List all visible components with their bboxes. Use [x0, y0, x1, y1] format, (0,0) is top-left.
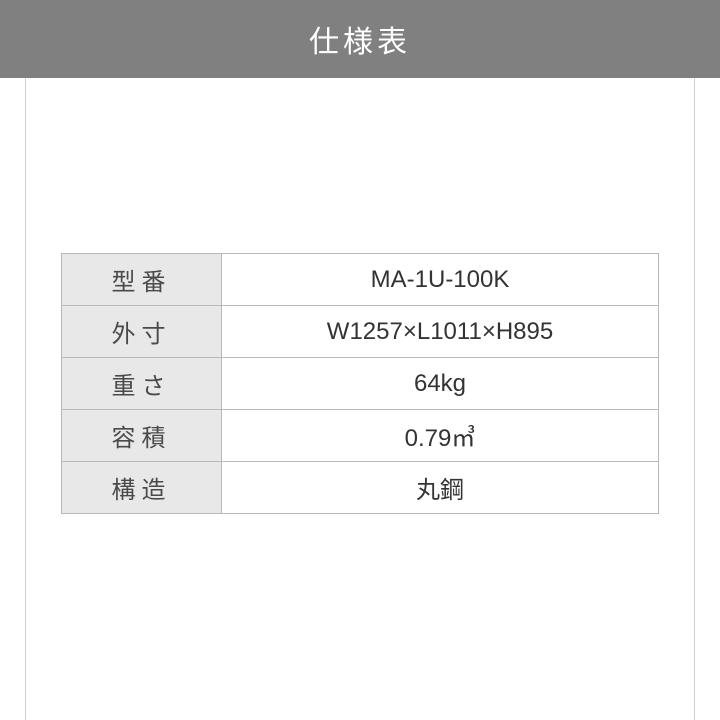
- table-row: 型番 MA-1U-100K: [62, 254, 659, 306]
- content-area: 型番 MA-1U-100K 外寸 W1257×L1011×H895 重さ 64k…: [0, 78, 720, 720]
- spec-label-volume: 容積: [62, 410, 222, 462]
- spec-value-model: MA-1U-100K: [222, 254, 659, 306]
- header-bar: 仕様表: [0, 0, 720, 78]
- spec-label-dimensions: 外寸: [62, 306, 222, 358]
- content-inner: 型番 MA-1U-100K 外寸 W1257×L1011×H895 重さ 64k…: [25, 78, 695, 720]
- spec-label-model: 型番: [62, 254, 222, 306]
- table-row: 構造 丸鋼: [62, 462, 659, 514]
- table-row: 外寸 W1257×L1011×H895: [62, 306, 659, 358]
- spec-table: 型番 MA-1U-100K 外寸 W1257×L1011×H895 重さ 64k…: [61, 253, 659, 514]
- spec-value-volume: 0.79㎥: [222, 410, 659, 462]
- spec-label-weight: 重さ: [62, 358, 222, 410]
- page-title: 仕様表: [309, 17, 411, 61]
- table-row: 容積 0.79㎥: [62, 410, 659, 462]
- spec-value-structure: 丸鋼: [222, 462, 659, 514]
- spec-value-weight: 64kg: [222, 358, 659, 410]
- spec-label-structure: 構造: [62, 462, 222, 514]
- spec-value-dimensions: W1257×L1011×H895: [222, 306, 659, 358]
- table-row: 重さ 64kg: [62, 358, 659, 410]
